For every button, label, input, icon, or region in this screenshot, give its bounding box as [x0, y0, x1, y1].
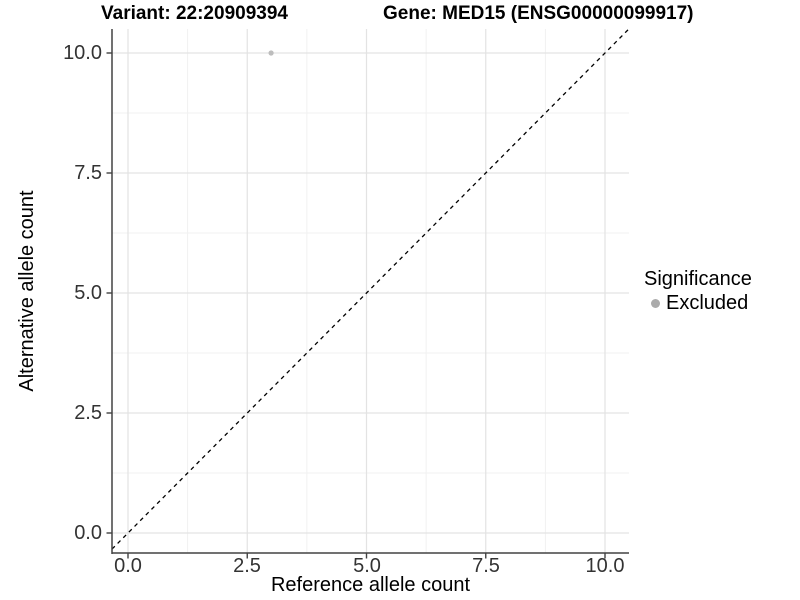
x-tick-label: 0.0 [114, 555, 142, 577]
plot-title-gene: Gene: MED15 (ENSG00000099917) [383, 3, 694, 24]
legend: Significance Excluded [644, 268, 752, 314]
identity-line [111, 28, 630, 550]
legend-item-excluded: Excluded [644, 292, 752, 314]
x-tick-label: 2.5 [233, 555, 261, 577]
circle-icon [651, 298, 660, 308]
y-tick-label: 0.0 [74, 522, 102, 544]
y-tick-label: 5.0 [74, 282, 102, 304]
legend-item-label: Excluded [666, 292, 749, 314]
plot-title-variant: Variant: 22:20909394 [101, 3, 288, 24]
y-axis-title: Alternative allele count [16, 190, 38, 392]
x-axis-title: Reference allele count [270, 574, 470, 596]
y-tick-label: 10.0 [63, 42, 102, 64]
data-point [268, 50, 274, 56]
x-tick-label: 10.0 [585, 555, 625, 577]
y-tick-label: 2.5 [74, 402, 102, 424]
x-tick-label: 5.0 [353, 555, 381, 577]
y-tick-label: 7.5 [74, 162, 102, 184]
x-tick-label: 7.5 [472, 555, 500, 577]
legend-title: Significance [644, 268, 752, 290]
